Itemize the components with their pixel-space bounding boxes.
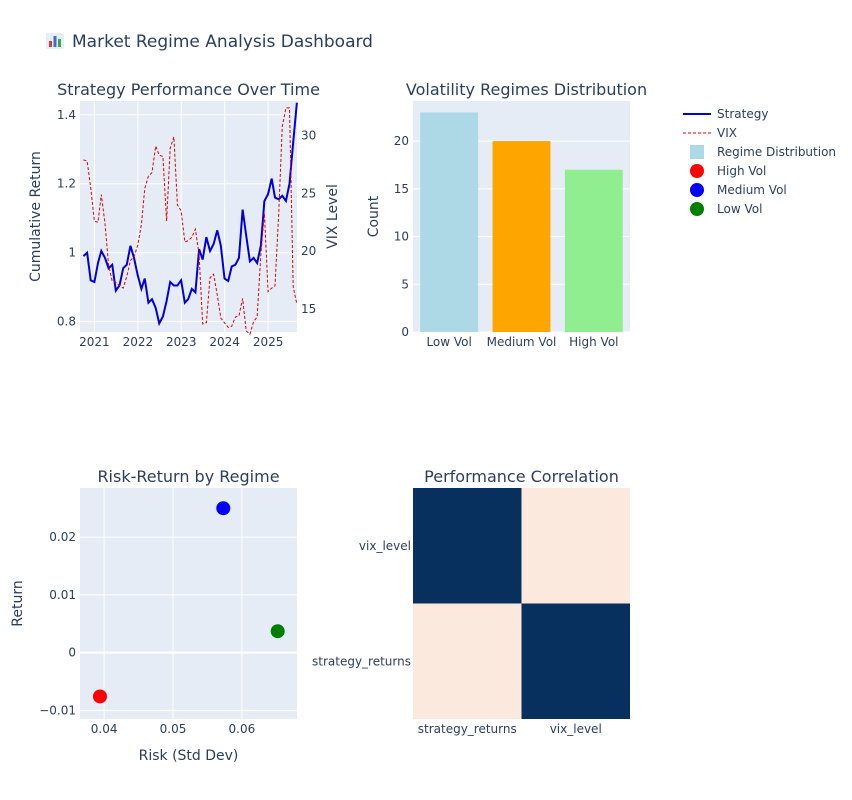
bar-chart-icon (46, 33, 64, 49)
x-tick-label: High Vol (569, 335, 618, 349)
x-tick-label: 2022 (123, 335, 154, 349)
x-tick-label: 0.04 (91, 722, 118, 736)
x-tick-label: Medium Vol (487, 335, 557, 349)
x-tick-label: vix_level (550, 722, 602, 736)
y2-tick-label: 25 (301, 186, 316, 200)
y-tick-label: 0.8 (57, 315, 76, 329)
chart-title: Strategy Performance Over Time (57, 80, 320, 99)
y2-tick-label: 20 (301, 244, 316, 258)
chart-title: Risk-Return by Regime (97, 467, 279, 486)
y-tick-label: 1.2 (57, 177, 76, 191)
bar-high-vol (564, 169, 623, 332)
x-tick-label: 2021 (79, 335, 110, 349)
legend-swatch (690, 164, 704, 178)
point-low-vol (270, 624, 285, 639)
plot-area (80, 488, 297, 719)
x-axis-label: Risk (Std Dev) (139, 748, 239, 764)
heatmap-cell (413, 603, 522, 719)
chart-title: Volatility Regimes Distribution (406, 80, 647, 99)
x-tick-label: 2023 (166, 335, 197, 349)
dashboard-title: Market Regime Analysis Dashboard (46, 32, 373, 52)
y-axis-label: Return (10, 580, 26, 626)
y-tick-label: vix_level (359, 539, 411, 553)
legend-label: Strategy (717, 107, 768, 121)
legend-swatch (690, 202, 704, 216)
legend[interactable]: Strategy VIX Regime Distribution High Vol Me… (683, 107, 836, 216)
y-tick-label: 15 (394, 182, 409, 196)
legend-label: High Vol (717, 164, 766, 178)
y-tick-label: 1.4 (57, 108, 76, 122)
y-tick-label: −0.01 (39, 703, 76, 717)
y-axis-label: Count (366, 195, 382, 237)
legend-item-strategy[interactable]: Strategy (683, 107, 768, 121)
vix-line (83, 107, 298, 336)
y-tick-label: 20 (394, 134, 409, 148)
performance-chart: 2021 2022 2023 2024 20250.811.21.415202530St… (28, 80, 341, 349)
legend-label: Low Vol (717, 202, 762, 216)
legend-item-low-vol[interactable]: Low Vol (690, 202, 762, 216)
y2-tick-label: 15 (301, 302, 316, 316)
y-tick-label: 0.01 (49, 588, 76, 602)
legend-label: Medium Vol (717, 183, 787, 197)
x-tick-label: strategy_returns (418, 722, 517, 736)
dashboard-title-text: Market Regime Analysis Dashboard (72, 32, 373, 52)
x-tick-label: Low Vol (426, 335, 471, 349)
legend-label: Regime Distribution (717, 145, 836, 159)
heatmap-cell (521, 488, 630, 604)
legend-swatch (690, 183, 704, 197)
y-tick-label: 0 (401, 325, 409, 339)
y-tick-label: 5 (401, 277, 409, 291)
point-medium-vol (216, 501, 231, 516)
y-tick-label: 10 (394, 230, 409, 244)
y-axis-label: Cumulative Return (28, 151, 44, 282)
y-tick-label: 1 (68, 246, 76, 260)
y2-tick-label: 30 (301, 129, 316, 143)
legend-item-vix[interactable]: VIX (683, 126, 737, 140)
x-tick-label: 0.05 (160, 722, 187, 736)
y2-axis-label: VIX Level (325, 184, 341, 249)
legend-swatch (690, 145, 704, 159)
bar-medium-vol (492, 141, 551, 332)
heatmap-cell (413, 488, 522, 604)
chart-title: Performance Correlation (424, 467, 619, 486)
regime-bar-chart: 0 5 10 15 20 Low Vol Medium Vol High Vol Volatil… (366, 80, 647, 349)
strategy-line (82, 102, 298, 327)
y-tick-label: 0.02 (49, 530, 76, 544)
heatmap-cell (521, 603, 630, 719)
correlation-heatmap: strategy_returns vix_level strategy_return… (312, 467, 630, 736)
point-high-vol (92, 689, 107, 704)
bar-low-vol (420, 112, 479, 332)
y-tick-label: 0 (68, 646, 76, 660)
legend-item-medium-vol[interactable]: Medium Vol (690, 183, 787, 197)
legend-label: VIX (717, 126, 737, 140)
risk-return-chart: 0.04 0.05 0.06 −0.01 0 0.01 0.02 Risk-Return by… (10, 467, 297, 764)
x-tick-label: 0.06 (229, 722, 256, 736)
plot-area (80, 101, 297, 332)
x-tick-label: 2024 (209, 335, 240, 349)
y-tick-label: strategy_returns (312, 654, 411, 668)
legend-item-regime-distribution[interactable]: Regime Distribution (690, 145, 836, 159)
x-tick-label: 2025 (253, 335, 284, 349)
legend-item-high-vol[interactable]: High Vol (690, 164, 766, 178)
